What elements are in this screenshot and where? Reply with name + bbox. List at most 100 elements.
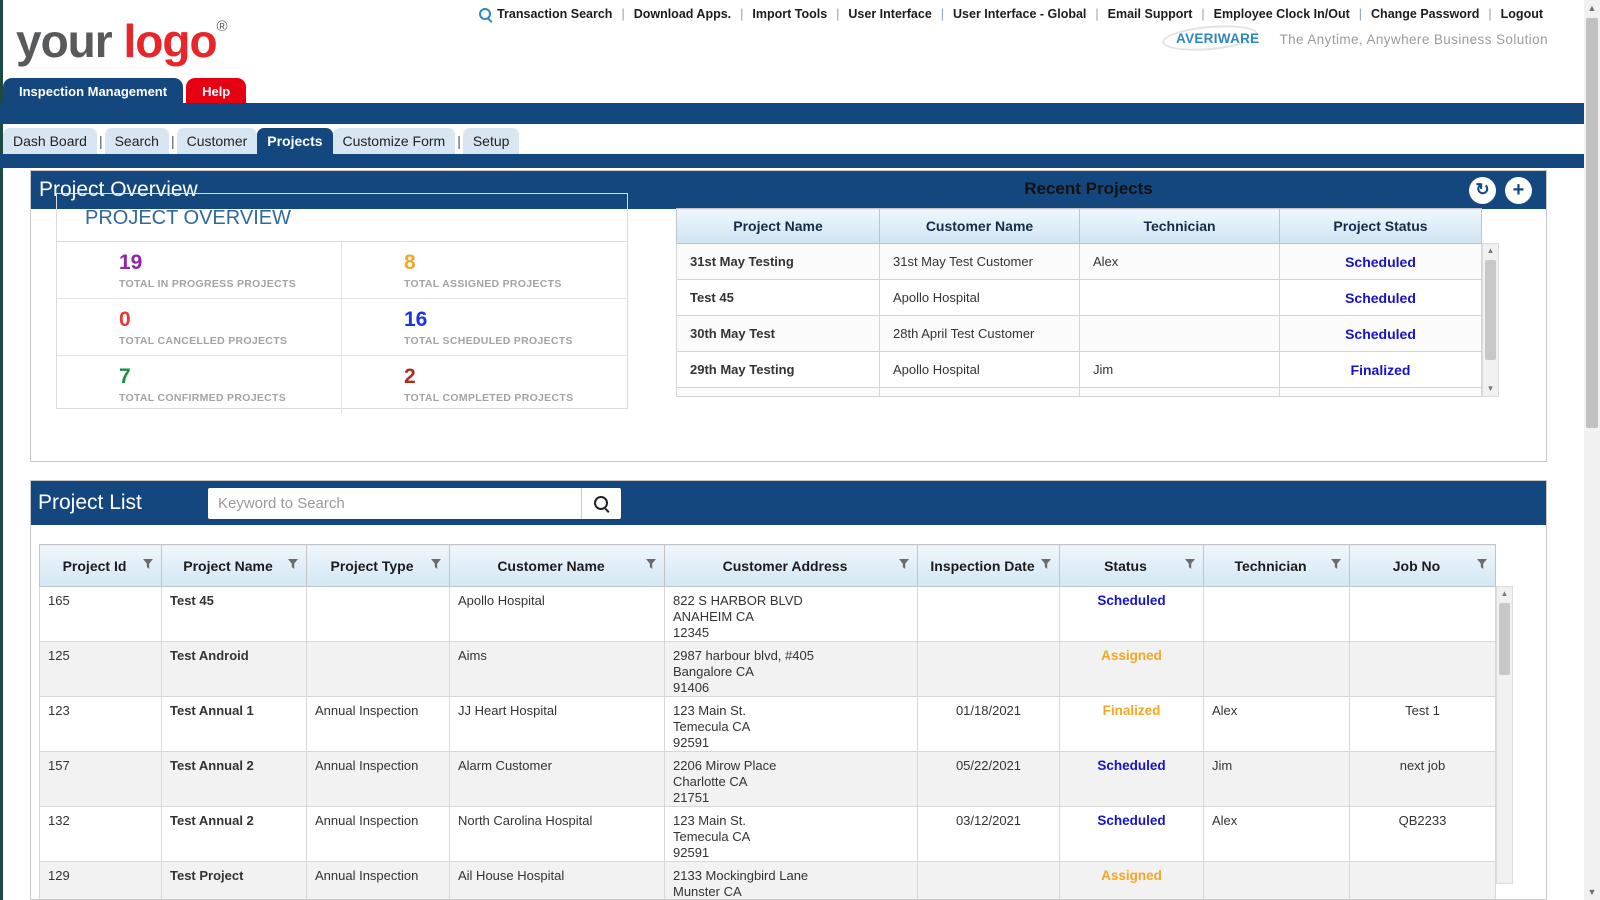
filter-icon[interactable] [1331,559,1342,571]
tab-customer[interactable]: Customer [176,128,258,154]
customer-name-cell: 28th April Test Customer [879,315,1080,352]
project-name-link[interactable]: Test 45 [676,279,880,316]
page-scrollbar[interactable]: ▲ ▼ [1584,0,1600,900]
search-button[interactable] [581,488,621,519]
project-id-link[interactable]: 165 [39,586,162,642]
top-nav-transaction-search[interactable]: Transaction Search [470,7,621,21]
filter-icon[interactable] [899,559,910,571]
customer-name-cell: North Carolina Hospital [449,806,665,862]
refresh-button[interactable]: ↻ [1469,176,1496,204]
project-name-link[interactable]: Test 45 [161,586,307,642]
table-row-partial [676,387,1482,397]
project-list-bar: Project List [31,481,1546,525]
scroll-up-icon[interactable]: ▲ [1500,589,1509,598]
customer-address-cell: 822 S HARBOR BLVD ANAHEIM CA 12345 [664,586,918,642]
tab-help[interactable]: Help [186,78,247,106]
project-id-link[interactable]: 125 [39,641,162,697]
top-nav-label: Download Apps. [633,7,732,21]
inspection-date-cell: 01/18/2021 [917,696,1060,752]
filter-icon[interactable] [1185,559,1196,571]
header-band [0,103,1584,124]
scrollbar-thumb[interactable] [1499,603,1510,675]
top-nav-user-interface-global[interactable]: User Interface - Global [944,7,1095,21]
table-row: 125 Test Android Aims 2987 harbour blvd,… [39,641,1496,697]
stat-value: 8 [404,251,416,274]
table-row: 165 Test 45 Apollo Hospital 822 S HARBOR… [39,586,1496,642]
registered-mark: ® [216,18,228,35]
customer-address-cell: 2987 harbour blvd, #405 Bangalore CA 914… [664,641,918,697]
col-project-name: Project Name [676,208,880,244]
project-list-scrollbar[interactable]: ▲ [1496,586,1513,884]
tab-inspection-management[interactable]: Inspection Management [3,78,184,106]
nav-separator: | [940,7,945,21]
top-nav-import-tools[interactable]: Import Tools [743,7,836,21]
tab-search[interactable]: Search [104,128,169,154]
nav-separator: | [1358,7,1363,21]
project-id-link[interactable]: 123 [39,696,162,752]
filter-icon[interactable] [1477,559,1488,571]
project-name-link[interactable]: Test Project [161,861,307,899]
search-input[interactable] [208,488,581,519]
status-cell: Finalized [1059,696,1204,752]
technician-cell [1079,315,1280,352]
filter-icon[interactable] [431,559,442,571]
filter-icon[interactable] [1041,559,1052,571]
filter-icon[interactable] [143,559,154,571]
stat-label: TOTAL SCHEDULED PROJECTS [404,335,573,347]
project-list-table: Project Id Project Name Project Type Cus… [39,544,1496,899]
inspection-date-cell [917,861,1060,899]
top-nav-user-interface[interactable]: User Interface [839,7,940,21]
tab-dash-board[interactable]: Dash Board [3,128,97,154]
tab-projects[interactable]: Projects [257,128,333,154]
project-name-link[interactable]: 31st May Testing [676,243,880,280]
window-left-edge [0,0,3,900]
technician-cell: Alex [1203,696,1350,752]
project-name-link[interactable]: Test Android [161,641,307,697]
filter-icon[interactable] [288,559,299,571]
customer-name-cell: Apollo Hospital [449,586,665,642]
technician-cell: Jim [1203,751,1350,807]
job-no-cell [1349,861,1496,899]
project-name-link[interactable]: Test Annual 1 [161,696,307,752]
job-no-cell [1349,586,1496,642]
tab-setup[interactable]: Setup [462,128,520,154]
stat-scheduled: 16 TOTAL SCHEDULED PROJECTS [342,299,627,356]
top-nav-label: Email Support [1107,7,1193,21]
scroll-up-icon[interactable]: ▲ [1587,3,1597,13]
scroll-up-icon[interactable]: ▲ [1486,246,1495,255]
project-id-link[interactable]: 132 [39,806,162,862]
top-nav-download-apps[interactable]: Download Apps. [625,7,740,21]
project-id-link[interactable]: 157 [39,751,162,807]
project-id-link[interactable]: 129 [39,861,162,899]
project-overview-section: Project Overview ↻ + PROJECT OVERVIEW 19… [30,170,1547,462]
scrollbar-thumb[interactable] [1586,18,1598,428]
top-nav-email-support[interactable]: Email Support [1099,7,1202,21]
table-row: 157 Test Annual 2 Annual Inspection Alar… [39,751,1496,807]
filter-icon[interactable] [646,559,657,571]
technician-cell: Alex [1079,243,1280,280]
col-customer-name: Customer Name [449,544,665,587]
stat-completed: 2 TOTAL COMPLETED PROJECTS [342,356,627,413]
add-project-button[interactable]: + [1505,176,1532,204]
nav-separator: | [836,7,840,21]
project-name-link[interactable]: 30th May Test [676,315,880,352]
project-name-link[interactable]: Test Annual 2 [161,751,307,807]
table-row: 29th May Testing Apollo Hospital Jim Fin… [676,351,1482,388]
table-row: 123 Test Annual 1 Annual Inspection JJ H… [39,696,1496,752]
status-cell: Scheduled [1059,806,1204,862]
scroll-down-icon[interactable]: ▼ [1587,887,1597,897]
customer-address-cell: 2206 Mirow Place Charlotte CA 21751 [664,751,918,807]
scrollbar-thumb[interactable] [1485,260,1496,360]
tab-customize-form[interactable]: Customize Form [332,128,456,154]
scroll-down-icon[interactable]: ▼ [1486,384,1495,393]
top-nav-employee-clock[interactable]: Employee Clock In/Out [1205,7,1359,21]
job-no-cell: Test 1 [1349,696,1496,752]
top-nav-change-password[interactable]: Change Password [1362,7,1488,21]
project-type-cell [306,641,450,697]
recent-table-scrollbar[interactable]: ▲ ▼ [1482,243,1499,397]
top-nav-logout[interactable]: Logout [1492,7,1552,21]
project-name-link[interactable]: 29th May Testing [676,351,880,388]
top-nav-label: User Interface [848,7,932,21]
project-name-link[interactable]: Test Annual 2 [161,806,307,862]
